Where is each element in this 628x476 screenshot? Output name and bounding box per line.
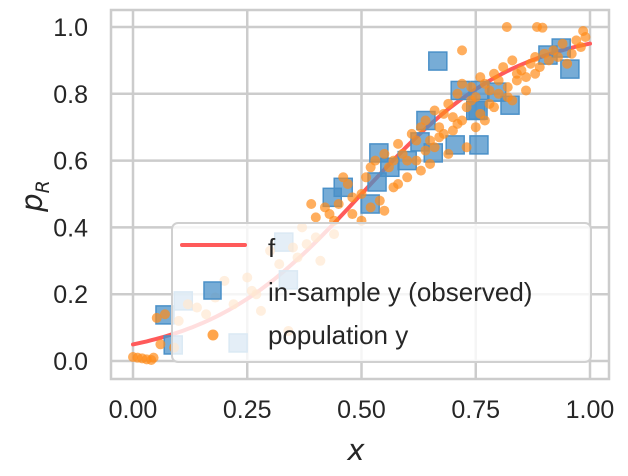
- in-sample-point: [469, 135, 489, 155]
- population-point: [498, 62, 509, 73]
- population-point: [443, 148, 454, 159]
- y-tick-label: 0.4: [53, 214, 88, 242]
- x-tick-label: 0.00: [109, 396, 158, 424]
- population-point: [429, 105, 440, 116]
- population-point: [347, 192, 358, 203]
- population-point: [365, 202, 376, 213]
- population-point: [553, 52, 564, 63]
- population-point: [379, 205, 390, 216]
- y-tick-label: 0.0: [53, 348, 88, 376]
- legend-square-icon: [203, 281, 222, 300]
- population-point: [493, 75, 504, 86]
- population-point: [511, 75, 522, 86]
- population-point: [415, 165, 426, 176]
- population-point: [452, 88, 463, 99]
- y-axis-label-main: p: [15, 193, 49, 212]
- x-tick-label: 0.75: [451, 396, 500, 424]
- population-point: [530, 68, 541, 79]
- population-point: [479, 115, 490, 126]
- population-point: [543, 55, 554, 66]
- population-point: [425, 158, 436, 169]
- population-point: [411, 155, 422, 166]
- population-point: [310, 212, 321, 223]
- legend-label-in-sample: in-sample y (observed): [268, 277, 532, 307]
- population-point: [420, 145, 431, 156]
- y-tick-labels: 0.0 0.2 0.4 0.6 0.8 1.0: [53, 14, 88, 376]
- population-point: [393, 138, 404, 149]
- y-tick-label: 0.2: [53, 281, 88, 309]
- population-point: [379, 148, 390, 159]
- population-point: [530, 52, 541, 63]
- legend-dot-icon: [207, 329, 219, 341]
- population-point: [159, 309, 170, 320]
- x-tick-labels: 0.00 0.25 0.50 0.75 1.00: [109, 396, 615, 424]
- population-point: [578, 26, 589, 37]
- population-point: [502, 82, 513, 93]
- population-point: [507, 95, 518, 106]
- x-tick-label: 0.25: [223, 396, 272, 424]
- population-point: [484, 85, 495, 96]
- x-axis-label: x: [346, 433, 365, 467]
- population-point: [489, 102, 500, 113]
- y-axis-label: pR: [15, 180, 54, 213]
- legend: f in-sample y (observed) population y: [171, 222, 592, 363]
- population-point: [434, 132, 445, 143]
- population-point: [466, 95, 477, 106]
- y-tick-label: 1.0: [53, 14, 88, 42]
- population-point: [521, 85, 532, 96]
- population-point: [402, 172, 413, 183]
- population-point: [306, 199, 317, 210]
- population-point: [333, 199, 344, 210]
- population-point: [347, 209, 358, 220]
- population-point: [361, 172, 372, 183]
- x-tick-label: 1.00: [566, 396, 615, 424]
- population-point: [521, 72, 532, 83]
- population-point: [374, 195, 385, 206]
- population-point: [562, 58, 573, 69]
- population-point: [507, 55, 518, 66]
- population-point: [155, 339, 166, 350]
- in-sample-point: [367, 172, 387, 192]
- population-point: [411, 135, 422, 146]
- population-point: [457, 45, 468, 56]
- population-point: [420, 115, 431, 126]
- population-point: [566, 48, 577, 59]
- legend-label-f: f: [268, 233, 276, 263]
- legend-label-population: population y: [268, 320, 408, 350]
- population-point: [461, 142, 472, 153]
- population-point: [388, 155, 399, 166]
- population-point: [501, 22, 512, 32]
- population-point: [388, 182, 399, 193]
- population-point: [148, 352, 159, 363]
- population-point: [370, 155, 381, 166]
- population-point: [443, 98, 454, 109]
- population-point: [493, 88, 504, 99]
- population-point: [438, 108, 449, 119]
- population-point: [151, 312, 162, 323]
- y-tick-label: 0.8: [53, 81, 88, 109]
- population-point: [356, 189, 367, 199]
- population-point: [557, 38, 568, 49]
- population-point: [338, 172, 349, 183]
- y-tick-label: 0.6: [53, 148, 88, 176]
- svg-text:pR: pR: [15, 180, 54, 213]
- population-point: [470, 122, 481, 133]
- population-point: [457, 78, 468, 89]
- y-axis-label-subscript: R: [32, 180, 54, 193]
- population-point: [575, 42, 586, 53]
- in-sample-point: [428, 51, 448, 71]
- population-point: [537, 22, 548, 33]
- population-point: [402, 155, 413, 166]
- x-tick-label: 0.50: [337, 396, 386, 424]
- population-point: [429, 142, 440, 153]
- population-point: [452, 118, 463, 129]
- population-point: [466, 82, 477, 93]
